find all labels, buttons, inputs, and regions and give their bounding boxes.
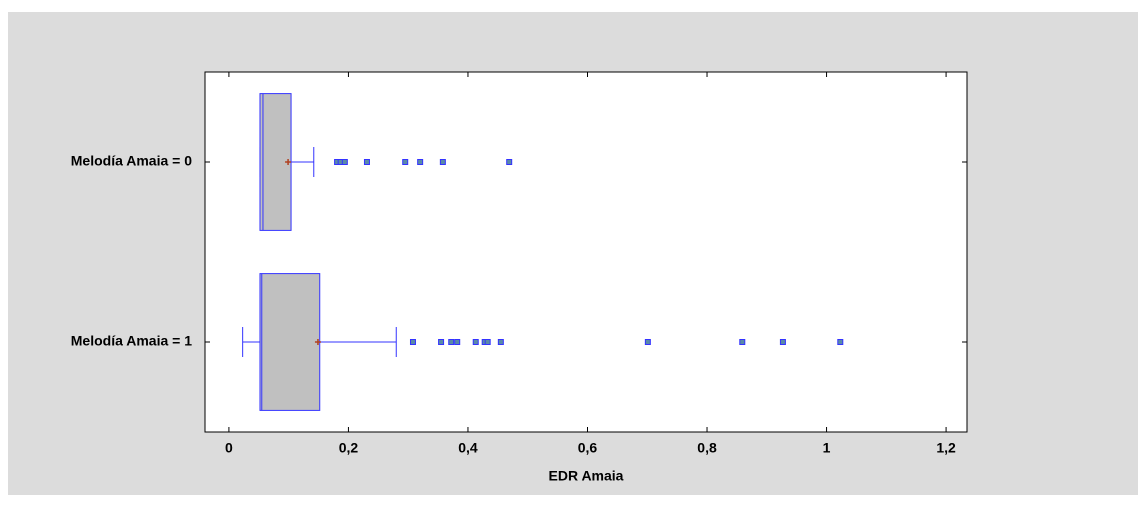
- x-tick-label: 1: [823, 440, 831, 456]
- x-tick-label: 1,2: [936, 440, 956, 456]
- plot-area: [204, 71, 968, 433]
- outlier: [417, 159, 424, 165]
- box: [259, 273, 321, 411]
- outlier: [438, 339, 445, 345]
- outlier: [837, 339, 844, 345]
- y-tick-label: Melodía Amaia = 1: [71, 333, 192, 349]
- mean-marker: [314, 339, 321, 345]
- x-tick-label: 0,2: [339, 440, 359, 456]
- outlier: [497, 339, 504, 345]
- outlier: [409, 339, 416, 345]
- mean-marker: [285, 159, 292, 165]
- x-tick-label: 0,4: [458, 440, 478, 456]
- x-tick-label: 0: [225, 440, 233, 456]
- outlier: [779, 339, 786, 345]
- outlier: [454, 339, 461, 345]
- x-axis-label: EDR Amaia: [549, 468, 624, 484]
- y-tick-label: Melodía Amaia = 0: [71, 153, 192, 169]
- outlier: [341, 159, 348, 165]
- outlier: [484, 339, 491, 345]
- outlier: [439, 159, 446, 165]
- outlier: [739, 339, 746, 345]
- x-tick-label: 0,6: [578, 440, 598, 456]
- outlier: [644, 339, 651, 345]
- outlier: [402, 159, 409, 165]
- outlier: [363, 159, 370, 165]
- outlier: [472, 339, 479, 345]
- outlier: [448, 339, 455, 345]
- x-tick-label: 0,8: [697, 440, 717, 456]
- outlier: [506, 159, 513, 165]
